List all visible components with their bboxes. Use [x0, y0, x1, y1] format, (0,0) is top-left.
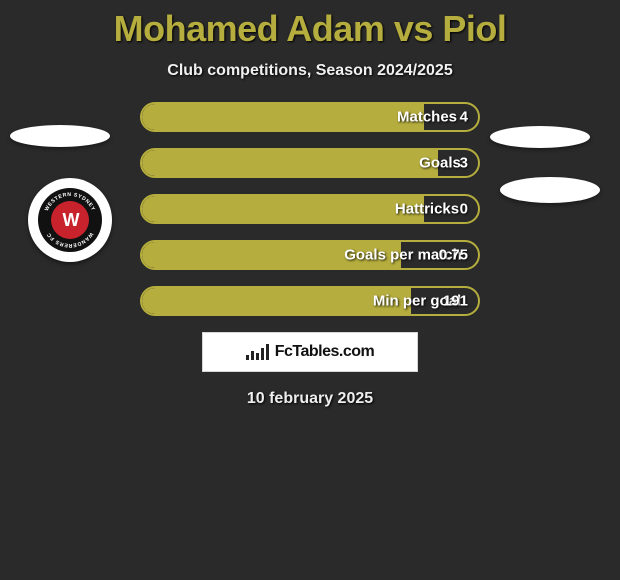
- stat-bar-fill: [142, 104, 424, 130]
- stat-value: 191: [443, 293, 468, 310]
- stat-row: Goals3: [140, 148, 480, 178]
- club-badge-inner: WESTERN SYDNEY WANDERERS FC W: [38, 188, 102, 252]
- stat-value: 4: [460, 109, 468, 126]
- brand-logo: FcTables.com: [202, 332, 418, 372]
- chart-bars-icon: [246, 344, 269, 360]
- stat-value: 3: [460, 155, 468, 172]
- brand-logo-text: FcTables.com: [275, 343, 375, 361]
- stat-bar-fill: [142, 288, 411, 314]
- stat-value: 0: [460, 201, 468, 218]
- stat-row: Hattricks0: [140, 194, 480, 224]
- stat-row: Goals per match0.75: [140, 240, 480, 270]
- subtitle: Club competitions, Season 2024/2025: [0, 62, 620, 80]
- club-badge-core: W: [51, 201, 89, 239]
- right-kit-ellipse-2: [500, 177, 600, 203]
- date-label: 10 february 2025: [0, 390, 620, 408]
- stat-bar-fill: [142, 150, 438, 176]
- club-badge-monogram: W: [63, 210, 78, 231]
- club-badge: WESTERN SYDNEY WANDERERS FC W: [28, 178, 112, 262]
- page-title: Mohamed Adam vs Piol: [0, 0, 620, 50]
- right-kit-ellipse-1: [490, 126, 590, 148]
- stat-value: 0.75: [439, 247, 468, 264]
- stat-bar-fill: [142, 196, 424, 222]
- stat-row: Min per goal191: [140, 286, 480, 316]
- stat-row: Matches4: [140, 102, 480, 132]
- stat-bar-fill: [142, 242, 401, 268]
- left-kit-ellipse: [10, 125, 110, 147]
